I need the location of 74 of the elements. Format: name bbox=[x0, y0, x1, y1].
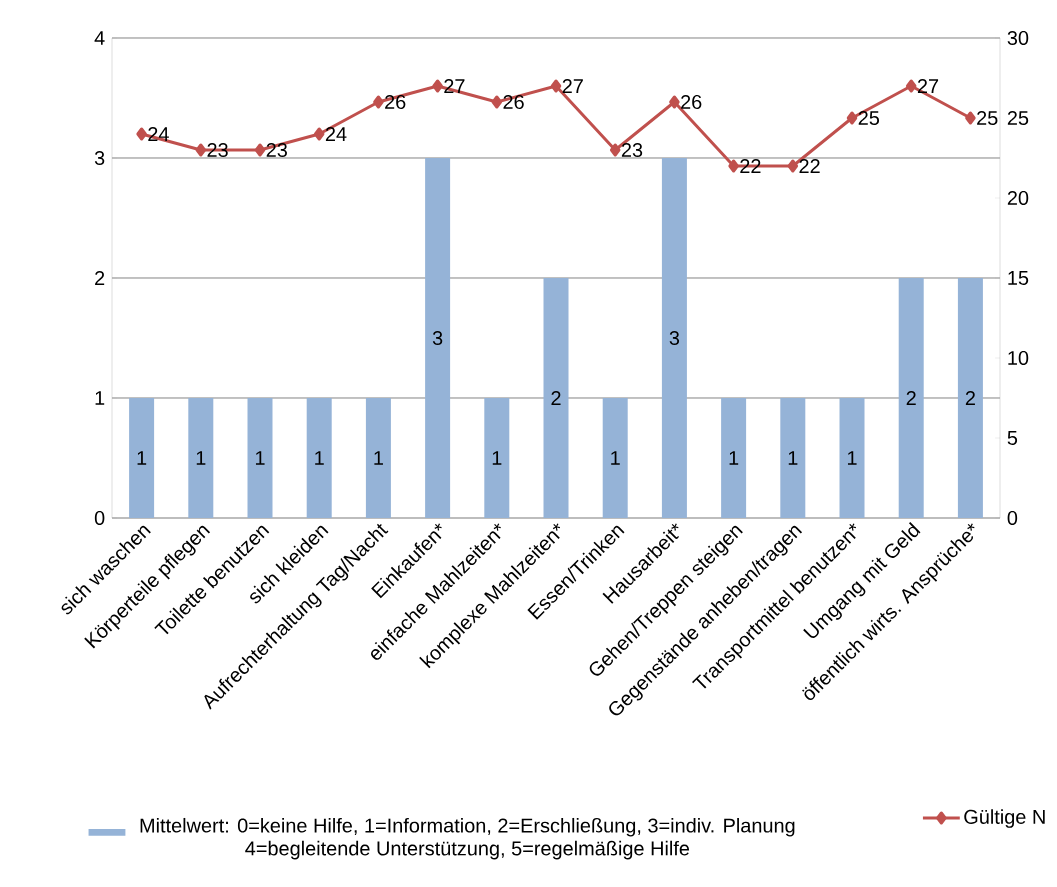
data-label: 26 bbox=[681, 94, 702, 110]
data-label: 3 bbox=[669, 330, 680, 346]
data-label: 25 bbox=[858, 110, 880, 126]
data-label: 27 bbox=[562, 79, 583, 93]
data-label: 24 bbox=[325, 127, 347, 141]
data-label: 22 bbox=[799, 159, 820, 173]
y2-tick-label: 15 bbox=[1008, 271, 1029, 285]
data-label: 27 bbox=[917, 79, 939, 93]
bar bbox=[425, 158, 451, 518]
y-tick-label: 1 bbox=[95, 391, 105, 405]
data-label: 1 bbox=[137, 451, 147, 465]
data-label: 22 bbox=[740, 159, 761, 173]
bar bbox=[543, 278, 569, 518]
bar bbox=[957, 278, 983, 518]
data-label: 1 bbox=[611, 451, 620, 465]
point bbox=[373, 95, 384, 109]
point bbox=[787, 159, 799, 173]
data-label: 2 bbox=[906, 391, 916, 405]
y2-tick-label: 30 bbox=[1007, 30, 1029, 46]
data-label: 1 bbox=[255, 451, 265, 465]
y2-tick-label: 10 bbox=[1008, 350, 1029, 366]
point bbox=[669, 95, 680, 109]
bar bbox=[839, 398, 865, 518]
bar bbox=[721, 398, 747, 518]
bar bbox=[365, 398, 391, 518]
bar bbox=[484, 398, 510, 518]
data-label: 25 bbox=[977, 110, 998, 126]
data-label: 1 bbox=[788, 451, 798, 465]
data-label: 26 bbox=[503, 94, 524, 110]
y-tick-label: 3 bbox=[94, 150, 105, 166]
bar bbox=[247, 398, 273, 518]
data-label: 3 bbox=[432, 330, 443, 346]
point bbox=[491, 95, 503, 109]
data-label: 2 bbox=[551, 391, 561, 405]
data-label: 23 bbox=[207, 142, 228, 158]
data-label: 23 bbox=[266, 142, 287, 158]
data-label: 1 bbox=[729, 451, 739, 465]
point bbox=[313, 127, 325, 141]
y2-tick-label: 0 bbox=[1007, 510, 1018, 526]
point bbox=[965, 111, 976, 125]
point bbox=[609, 143, 621, 157]
y-tick-label: 4 bbox=[94, 31, 105, 45]
point bbox=[550, 79, 562, 93]
point bbox=[905, 79, 917, 93]
bar bbox=[780, 398, 806, 518]
data-label: 27 bbox=[444, 79, 465, 93]
point bbox=[728, 159, 739, 173]
data-label: 2 bbox=[965, 391, 975, 405]
bar bbox=[129, 398, 155, 518]
bar bbox=[306, 398, 332, 518]
point bbox=[195, 143, 207, 157]
bar bbox=[898, 278, 924, 518]
legend-label: Gültige N bbox=[964, 809, 1045, 828]
legend-label: Mittelwert: 0=keine Hilfe, 1=Information, 2=Erschließung, 3=indiv. Planung 4=begleitende Unterstützung, 5=regelmäßige Hilfe bbox=[140, 817, 795, 860]
data-label: 23 bbox=[621, 142, 643, 158]
bar bbox=[602, 398, 628, 518]
bar bbox=[661, 158, 687, 518]
bar bbox=[188, 398, 214, 518]
y2-tick-label: 25 bbox=[1007, 110, 1029, 126]
data-label: 24 bbox=[148, 127, 169, 141]
y-tick-label: 0 bbox=[94, 510, 105, 526]
data-label: 1 bbox=[847, 451, 857, 465]
data-label: 1 bbox=[492, 451, 502, 465]
data-label: 1 bbox=[196, 451, 206, 465]
point bbox=[136, 127, 147, 141]
y2-tick-label: 20 bbox=[1007, 190, 1029, 206]
point bbox=[846, 111, 858, 125]
y2-tick-label: 5 bbox=[1007, 431, 1018, 445]
data-label: 26 bbox=[385, 94, 406, 110]
data-label: 1 bbox=[374, 451, 383, 465]
point bbox=[432, 79, 443, 93]
y-tick-label: 2 bbox=[95, 271, 105, 285]
point bbox=[254, 143, 266, 157]
data-label: 1 bbox=[315, 451, 324, 465]
